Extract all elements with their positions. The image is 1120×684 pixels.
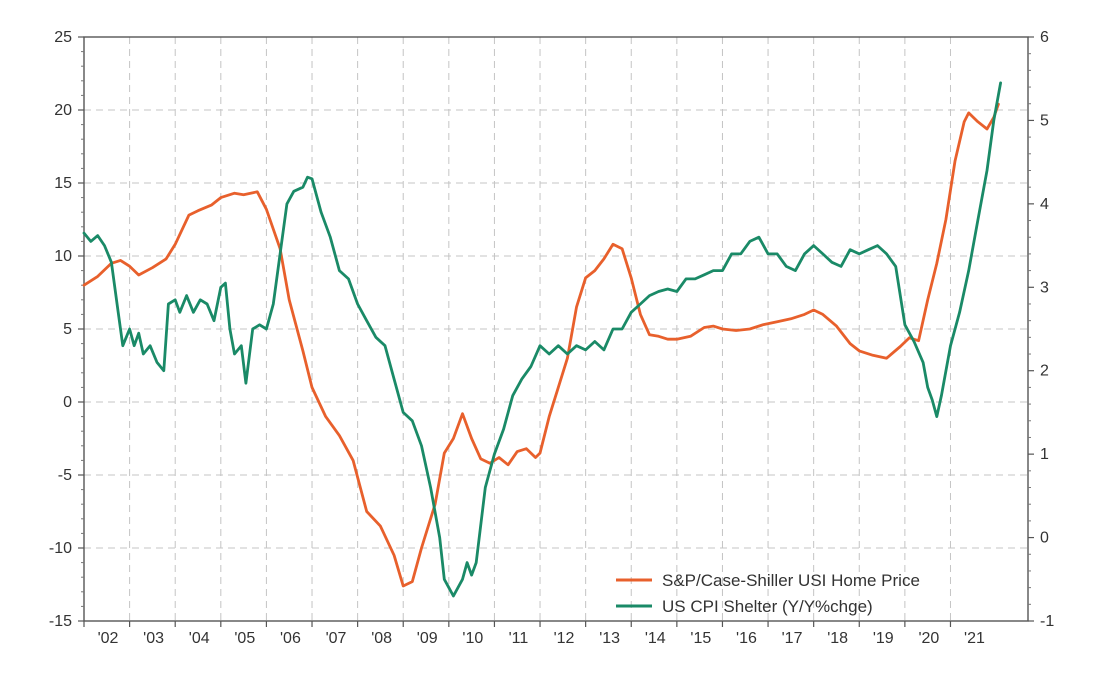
series-lines <box>82 81 1002 598</box>
left-y-axis: 25 20 15 10 5 0 -5 -10 -15 <box>49 29 84 630</box>
x-tick-label: '18 <box>827 630 848 647</box>
x-tick-label: '14 <box>645 630 666 647</box>
right-y-axis: 6 5 4 3 2 1 0 -1 <box>1028 29 1054 630</box>
x-tick-label: '12 <box>554 630 575 647</box>
legend: S&P/Case-Shiller USI Home Price US CPI Sh… <box>616 571 920 616</box>
x-tick-label: '04 <box>189 630 210 647</box>
x-tick-label: '06 <box>280 630 301 647</box>
x-tick-label: '13 <box>599 630 620 647</box>
right-tick-label: 0 <box>1040 530 1049 547</box>
x-tick-label: '10 <box>462 630 483 647</box>
x-tick-label: '03 <box>143 630 164 647</box>
x-tick-label: '09 <box>417 630 438 647</box>
x-tick-label: '20 <box>918 630 939 647</box>
left-tick-label: -10 <box>49 540 72 557</box>
x-axis: '02 '03 '04 '05 '06 '07 '08 '09 '10 '11 '12 '13 '14 '… <box>83 621 985 647</box>
right-tick-label: 5 <box>1040 112 1049 129</box>
left-tick-label: 20 <box>54 102 72 119</box>
right-tick-label: 1 <box>1040 446 1049 463</box>
gridlines <box>84 37 1028 621</box>
x-tick-label: '16 <box>736 630 757 647</box>
right-tick-label: 3 <box>1040 279 1049 296</box>
left-tick-label: 0 <box>63 394 72 411</box>
x-tick-label: '11 <box>509 630 529 647</box>
right-tick-label: 2 <box>1040 363 1049 380</box>
right-tick-label: 4 <box>1040 196 1049 213</box>
right-tick-label: -1 <box>1040 613 1054 630</box>
left-tick-label: -5 <box>58 467 72 484</box>
x-tick-label: '15 <box>690 630 711 647</box>
x-tick-label: '19 <box>873 630 894 647</box>
left-tick-label: 5 <box>63 321 72 338</box>
legend-label: S&P/Case-Shiller USI Home Price <box>662 571 920 590</box>
legend-label: US CPI Shelter (Y/Y%chge) <box>662 597 873 616</box>
x-tick-label: '02 <box>98 630 119 647</box>
series-line-2 <box>82 81 1002 598</box>
x-tick-label: '08 <box>371 630 392 647</box>
left-tick-label: -15 <box>49 613 72 630</box>
x-tick-label: '07 <box>326 630 347 647</box>
left-tick-label: 25 <box>54 29 72 46</box>
x-tick-label: '21 <box>964 630 985 647</box>
left-tick-label: 10 <box>54 248 72 265</box>
x-tick-label: '17 <box>782 630 803 647</box>
x-tick-label: '05 <box>234 630 255 647</box>
left-tick-label: 15 <box>54 175 72 192</box>
right-tick-label: 6 <box>1040 29 1049 46</box>
series-line-1 <box>82 102 1000 588</box>
